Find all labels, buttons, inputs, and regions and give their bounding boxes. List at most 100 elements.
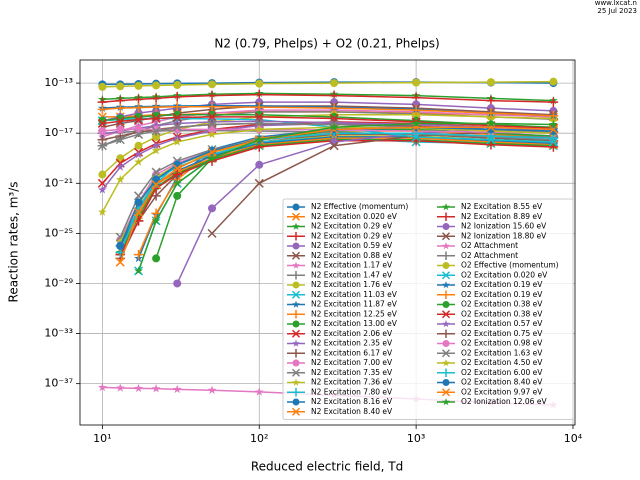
data-point: [412, 78, 421, 87]
legend-marker: [291, 232, 301, 241]
legend-marker: [441, 212, 451, 221]
data-point: [486, 118, 496, 128]
legend-marker: [442, 340, 450, 347]
legend-marker: [442, 202, 450, 211]
legend-label: O2 Excitation 4.50 eV: [461, 358, 543, 367]
legend-marker: [442, 223, 450, 230]
data-point: [254, 178, 264, 188]
data-point: [115, 257, 125, 267]
data-point: [152, 254, 161, 263]
data-point: [548, 97, 559, 107]
data-point: [115, 162, 125, 171]
legend-marker: [291, 349, 301, 358]
legend: N2 Effective (momentum)N2 Excitation 0.0…: [282, 198, 574, 420]
data-point: [411, 118, 421, 128]
data-point: [173, 279, 182, 288]
legend-marker: [292, 378, 300, 386]
data-point: [486, 139, 496, 150]
data-point: [207, 228, 217, 238]
legend-label: O2 Excitation 9.97 eV: [461, 387, 543, 396]
legend-marker: [291, 388, 301, 397]
data-point: [208, 80, 217, 89]
data-point: [134, 383, 143, 393]
data-point: [548, 142, 559, 152]
x-tick-label: 10¹: [93, 432, 111, 445]
legend-label: N2 Excitation 0.020 eV: [311, 212, 398, 221]
y-tick-label: 10⁻¹⁷: [44, 126, 73, 139]
data-point: [97, 141, 107, 151]
legend-marker: [292, 203, 300, 211]
data-point: [254, 124, 264, 134]
y-tick-label: 10⁻¹³: [44, 76, 73, 89]
data-point: [133, 115, 144, 125]
data-point: [207, 153, 217, 162]
legend-label: N2 Ionization 15.60 eV: [461, 222, 547, 231]
data-point: [173, 191, 182, 200]
data-point: [151, 93, 161, 104]
legend-label: O2 Attachment: [461, 251, 518, 260]
date-text: 25 Jul 2023: [597, 7, 637, 15]
legend-marker: [441, 290, 451, 299]
legend-label: N2 Excitation 12.25 eV: [311, 309, 398, 318]
legend-marker: [442, 280, 450, 289]
legend-label: N2 Excitation 0.88 eV: [311, 251, 393, 260]
data-point: [151, 179, 161, 190]
data-point: [152, 132, 161, 141]
legend-marker: [292, 281, 300, 289]
x-tick-label: 10⁴: [564, 432, 583, 445]
data-point: [548, 110, 559, 121]
data-point: [151, 126, 161, 136]
legend-box: [282, 198, 574, 420]
legend-label: N2 Excitation 8.89 eV: [461, 212, 543, 221]
data-point: [151, 141, 161, 150]
x-tick-label: 10²: [250, 432, 268, 445]
data-point: [207, 101, 217, 112]
legend-label: O2 Attachment: [461, 241, 518, 250]
data-point: [330, 79, 339, 88]
legend-label: O2 Excitation 0.75 eV: [461, 329, 543, 338]
data-point: [133, 102, 144, 113]
data-point: [151, 102, 161, 112]
data-point: [254, 89, 265, 100]
legend-marker: [292, 339, 300, 347]
legend-marker: [442, 379, 450, 386]
data-point: [329, 141, 339, 151]
legend-marker: [441, 310, 451, 319]
data-point: [116, 241, 125, 250]
data-point: [255, 160, 264, 169]
data-point: [134, 266, 143, 275]
legend-marker: [441, 329, 451, 338]
legend-marker: [442, 397, 450, 406]
legend-marker: [442, 319, 450, 328]
data-point: [255, 79, 264, 88]
legend-label: N2 Excitation 11.87 eV: [311, 300, 398, 309]
legend-marker: [291, 329, 301, 338]
data-point: [486, 78, 495, 87]
plot-area: [97, 77, 559, 409]
legend-label: N2 Excitation 7.00 eV: [311, 358, 393, 367]
legend-marker: [441, 271, 451, 280]
data-point: [115, 116, 125, 126]
data-point: [116, 82, 125, 91]
data-point: [207, 129, 217, 139]
legend-label: O2 Excitation 8.40 eV: [461, 378, 543, 387]
data-point: [97, 134, 108, 145]
data-point: [172, 169, 183, 180]
data-point: [411, 122, 421, 132]
data-point: [549, 77, 558, 86]
legend-marker: [441, 368, 451, 377]
data-point: [134, 81, 143, 90]
series-line: [102, 80, 554, 88]
legend-label: N2 Effective (momentum): [311, 202, 408, 211]
legend-label: N2 Excitation 7.36 eV: [311, 378, 393, 387]
legend-label: O2 Ionization 12.06 eV: [461, 397, 547, 406]
data-point: [254, 118, 264, 128]
legend-label: N2 Excitation 11.03 eV: [311, 290, 398, 299]
legend-label: N2 Excitation 1.47 eV: [311, 270, 393, 279]
data-point: [115, 383, 125, 392]
data-point: [151, 167, 161, 177]
data-point: [207, 147, 217, 157]
data-point: [486, 108, 496, 118]
data-point: [207, 385, 217, 394]
